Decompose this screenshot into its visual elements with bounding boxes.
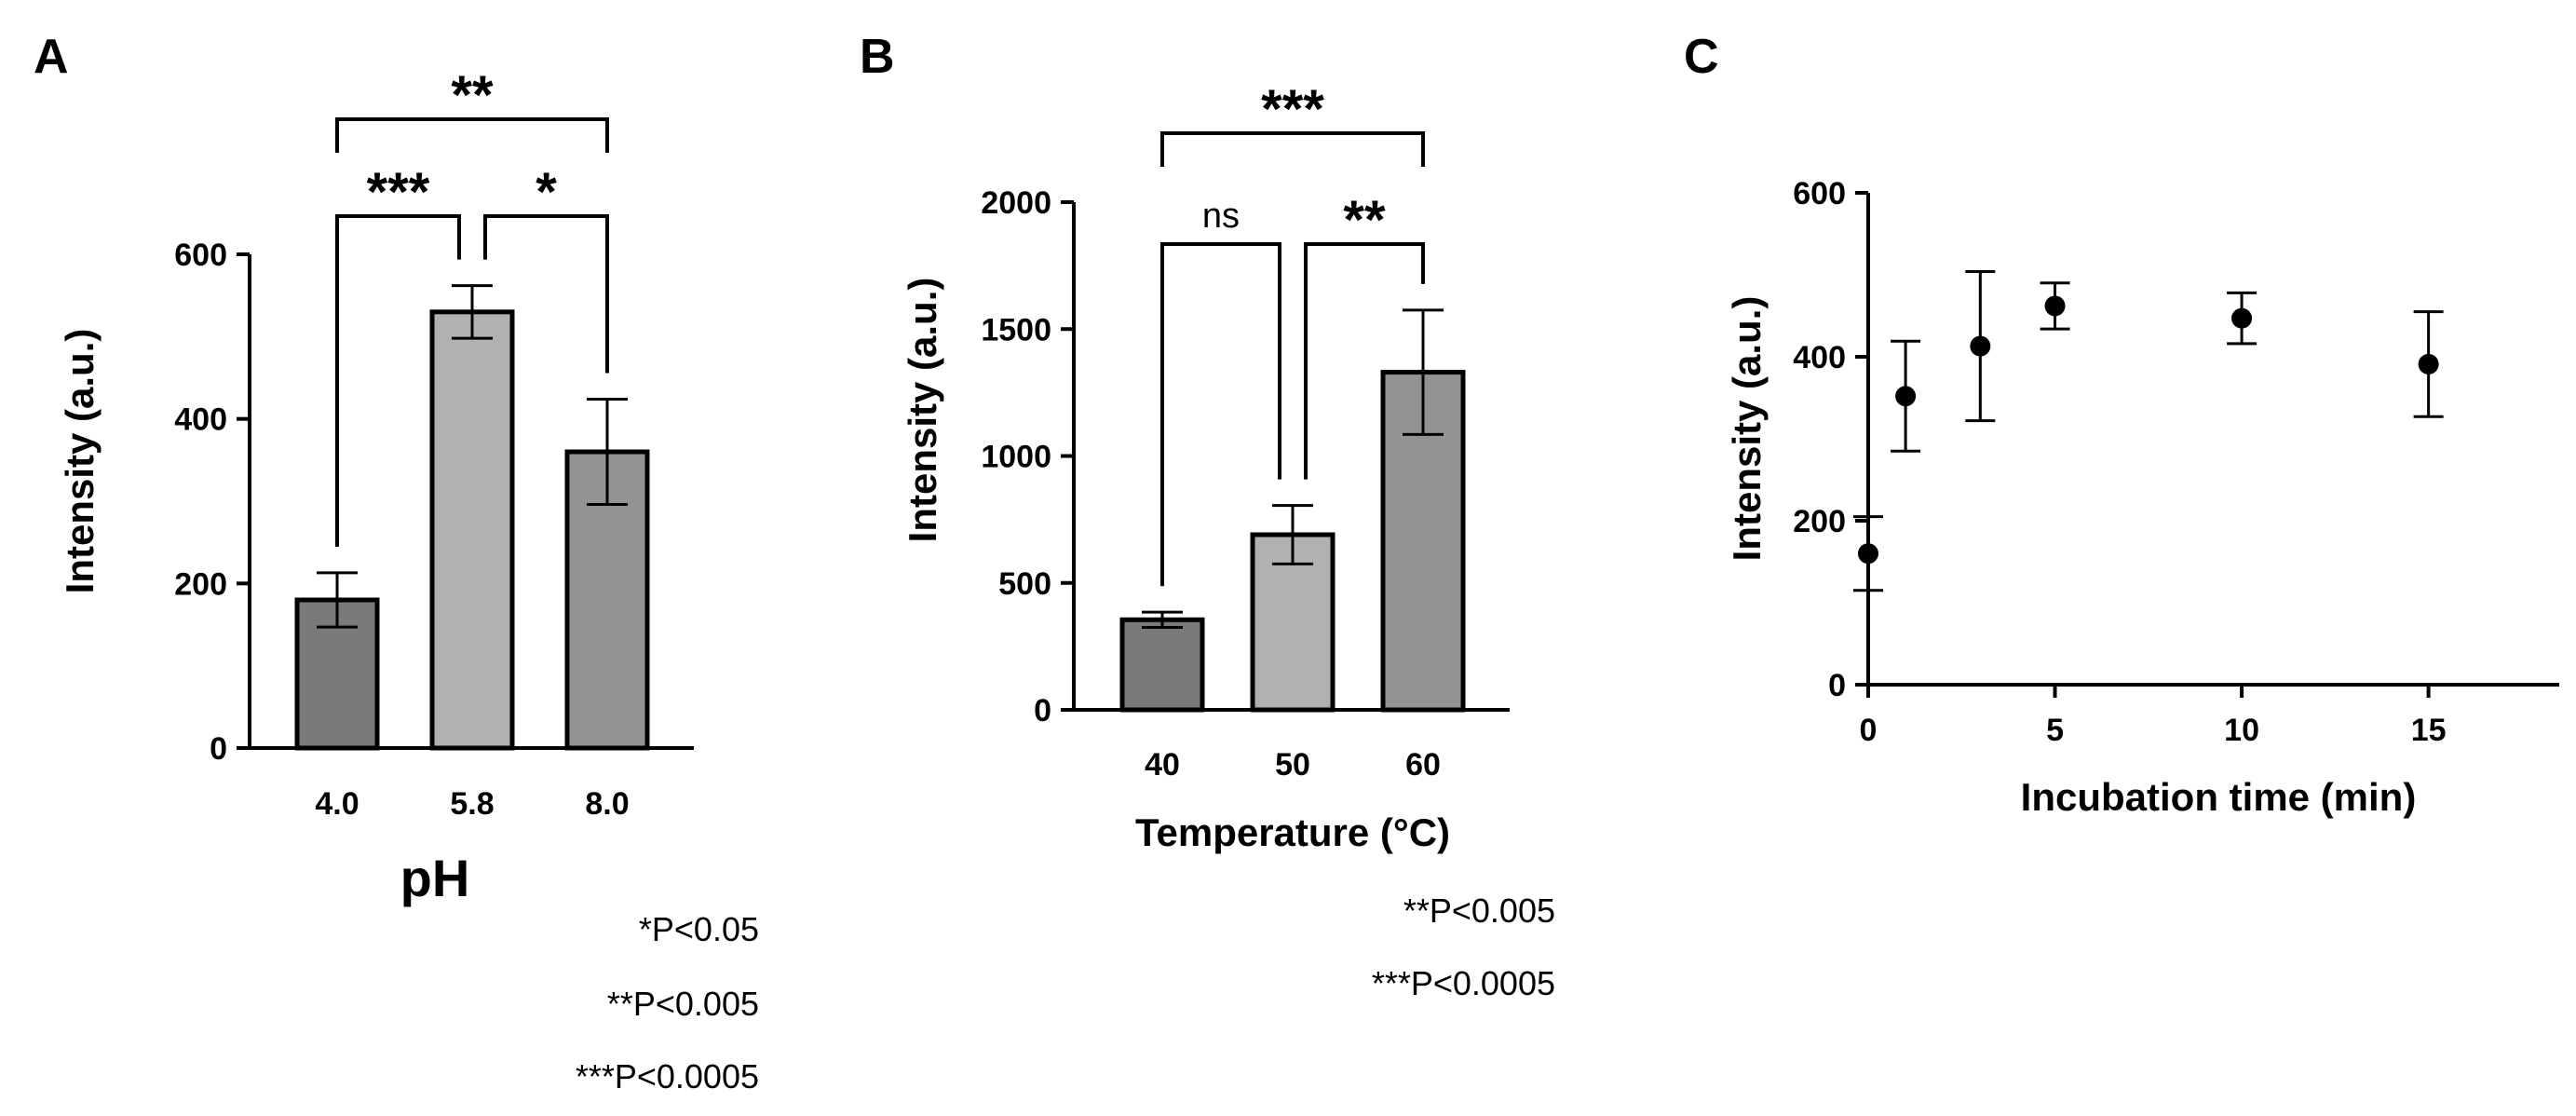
panel-b-y-tick-label: 2000 <box>981 185 1051 221</box>
panel-b-y-tick-label: 500 <box>998 566 1051 602</box>
panel-c-x-tick-label: 15 <box>2411 713 2447 748</box>
panel-b-x-tick-label: 60 <box>1405 747 1441 783</box>
panel-c: C 0 200 400 600 0 5 10 15 Intensity (a.u.) Incu… <box>1684 30 2559 819</box>
panel-a-note-3: ***P<0.0005 <box>576 1057 759 1096</box>
panel-c-data-point <box>2418 353 2439 374</box>
panel-a-x-tick-label: 5.8 <box>450 786 494 822</box>
panel-c-x-tick-label: 5 <box>2046 713 2064 748</box>
panel-c-xlabel: Incubation time (min) <box>2021 775 2417 819</box>
panel-c-label: C <box>1684 30 1719 84</box>
panel-c-y-tick-label: 200 <box>1793 504 1846 539</box>
panel-c-data-point <box>1895 386 1917 407</box>
panel-c-data-point <box>2231 307 2253 329</box>
panel-b-y-tick-label: 1500 <box>981 312 1051 347</box>
panel-b-x-tick-label: 50 <box>1275 747 1310 783</box>
panel-a-significance-label: *** <box>367 162 430 223</box>
panel-b-ylabel: Intensity (a.u.) <box>901 278 944 543</box>
panel-b-bar <box>1119 617 1205 713</box>
panel-c-x-tick-label: 10 <box>2224 713 2259 748</box>
panel-a-y-tick-label: 600 <box>174 238 227 273</box>
panel-b-note-2: ***P<0.0005 <box>1372 964 1555 1002</box>
panel-a-significance-label: ** <box>451 65 494 126</box>
panel-a-label: A <box>34 30 69 84</box>
panel-c-ylabel: Intensity (a.u.) <box>1725 296 1769 562</box>
panel-b-y-tick-label: 1000 <box>981 440 1051 475</box>
panel-b-significance-label: *** <box>1261 79 1324 140</box>
panel-a-y-tick-label: 0 <box>210 731 227 767</box>
panel-b-significance-label: ** <box>1343 190 1386 251</box>
panel-a-note-2: **P<0.005 <box>607 985 759 1023</box>
panel-b-y-tick-label: 0 <box>1034 693 1051 728</box>
panel-a-significance-bracket <box>335 214 461 547</box>
panel-b-note-1: **P<0.005 <box>1403 891 1555 930</box>
panel-b-label: B <box>860 30 895 84</box>
panel-a-x-tick-label: 4.0 <box>315 786 359 822</box>
panel-b-significance-bracket <box>1304 242 1425 480</box>
panel-c-data-point <box>1970 335 1991 357</box>
panel-b-significance-bracket <box>1160 242 1281 587</box>
panel-a-y-tick-label: 400 <box>174 402 227 438</box>
panel-a-bar <box>429 309 515 751</box>
panel-a-significance-label: * <box>536 162 557 223</box>
panel-a-significance-bracket <box>483 214 609 374</box>
panel-a-significance-bracket <box>335 117 609 153</box>
panel-a-note-1: *P<0.05 <box>639 910 759 948</box>
panel-c-y-tick-label: 400 <box>1793 340 1846 375</box>
panel-b-x-tick-label: 40 <box>1145 747 1180 783</box>
panel-a-ylabel: Intensity (a.u.) <box>58 329 102 594</box>
panel-b-significance-label: ns <box>1202 197 1240 236</box>
panel-b-significance-bracket <box>1160 131 1425 167</box>
panel-a-xlabel: pH <box>400 849 470 907</box>
panel-a-x-tick-label: 8.0 <box>585 786 629 822</box>
panel-c-data-point <box>1858 543 1878 565</box>
panel-c-y-tick-label: 0 <box>1828 668 1846 703</box>
panel-c-y-tick-label: 600 <box>1793 176 1846 211</box>
panel-a-y-tick-label: 200 <box>174 566 227 602</box>
panel-c-x-tick-label: 0 <box>1860 713 1878 748</box>
panel-b-xlabel: Temperature (°C) <box>1135 810 1450 854</box>
panel-c-plot: 0 200 400 600 0 5 10 15 <box>1793 176 2559 748</box>
panel-c-data-point <box>2044 295 2066 317</box>
